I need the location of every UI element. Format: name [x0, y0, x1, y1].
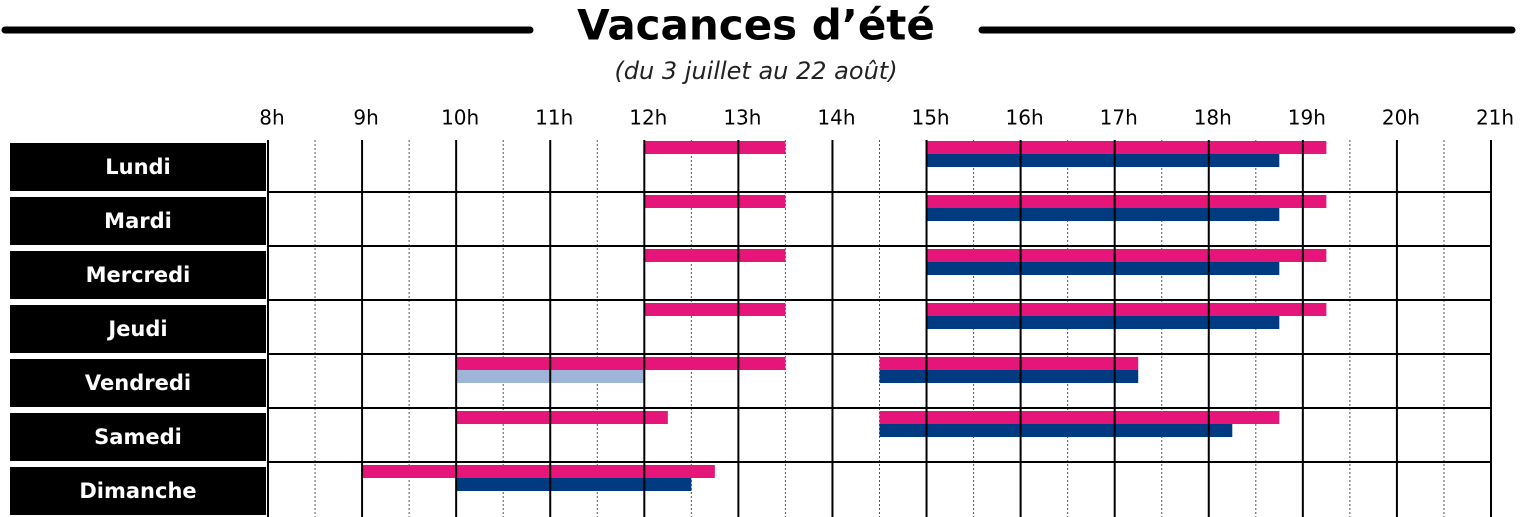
day-label: Jeudi [106, 317, 167, 341]
day-label-box [10, 143, 266, 191]
x-tick-label: 16h [1006, 106, 1044, 130]
x-tick-label: 17h [1100, 106, 1138, 130]
time-bar [879, 424, 1233, 437]
time-bar [644, 141, 786, 154]
time-bar [456, 357, 786, 370]
day-label: Mardi [104, 209, 172, 233]
time-bar [926, 316, 1280, 329]
day-label-box [10, 359, 266, 407]
x-tick-label: 20h [1382, 106, 1420, 130]
day-label-box [10, 305, 266, 353]
time-bar [879, 370, 1139, 383]
time-bar [644, 303, 786, 316]
time-bar [926, 195, 1327, 208]
time-bar [879, 357, 1139, 370]
x-tick-label: 21h [1476, 106, 1514, 130]
x-tick-label: 9h [353, 106, 378, 130]
day-label: Dimanche [79, 479, 196, 503]
day-label: Mercredi [86, 263, 191, 287]
time-bar [456, 411, 668, 424]
time-bar [926, 154, 1280, 167]
x-tick-label: 8h [259, 106, 284, 130]
time-bar [926, 141, 1327, 154]
time-bar [362, 465, 715, 478]
day-label: Vendredi [85, 371, 191, 395]
day-label: Samedi [94, 425, 182, 449]
time-bar [644, 249, 786, 262]
x-tick-label: 10h [441, 106, 479, 130]
x-tick-label: 13h [723, 106, 761, 130]
x-tick-label: 19h [1288, 106, 1326, 130]
time-bar [926, 249, 1327, 262]
chart-subtitle: (du 3 juillet au 22 août) [614, 57, 897, 85]
time-bar [926, 208, 1280, 221]
day-label: Lundi [105, 155, 171, 179]
x-tick-label: 15h [911, 106, 949, 130]
time-bar [879, 411, 1280, 424]
time-bar [926, 262, 1280, 275]
x-tick-label: 14h [817, 106, 855, 130]
day-label-box [10, 251, 266, 299]
day-label-box [10, 197, 266, 245]
day-label-box [10, 413, 266, 461]
x-tick-label: 12h [629, 106, 667, 130]
time-bar [644, 195, 786, 208]
x-tick-label: 18h [1194, 106, 1232, 130]
x-tick-label: 11h [535, 106, 573, 130]
day-label-box [10, 467, 266, 515]
time-bar [456, 478, 692, 491]
chart-title: Vacances d’été [577, 1, 935, 50]
time-bar [926, 303, 1327, 316]
